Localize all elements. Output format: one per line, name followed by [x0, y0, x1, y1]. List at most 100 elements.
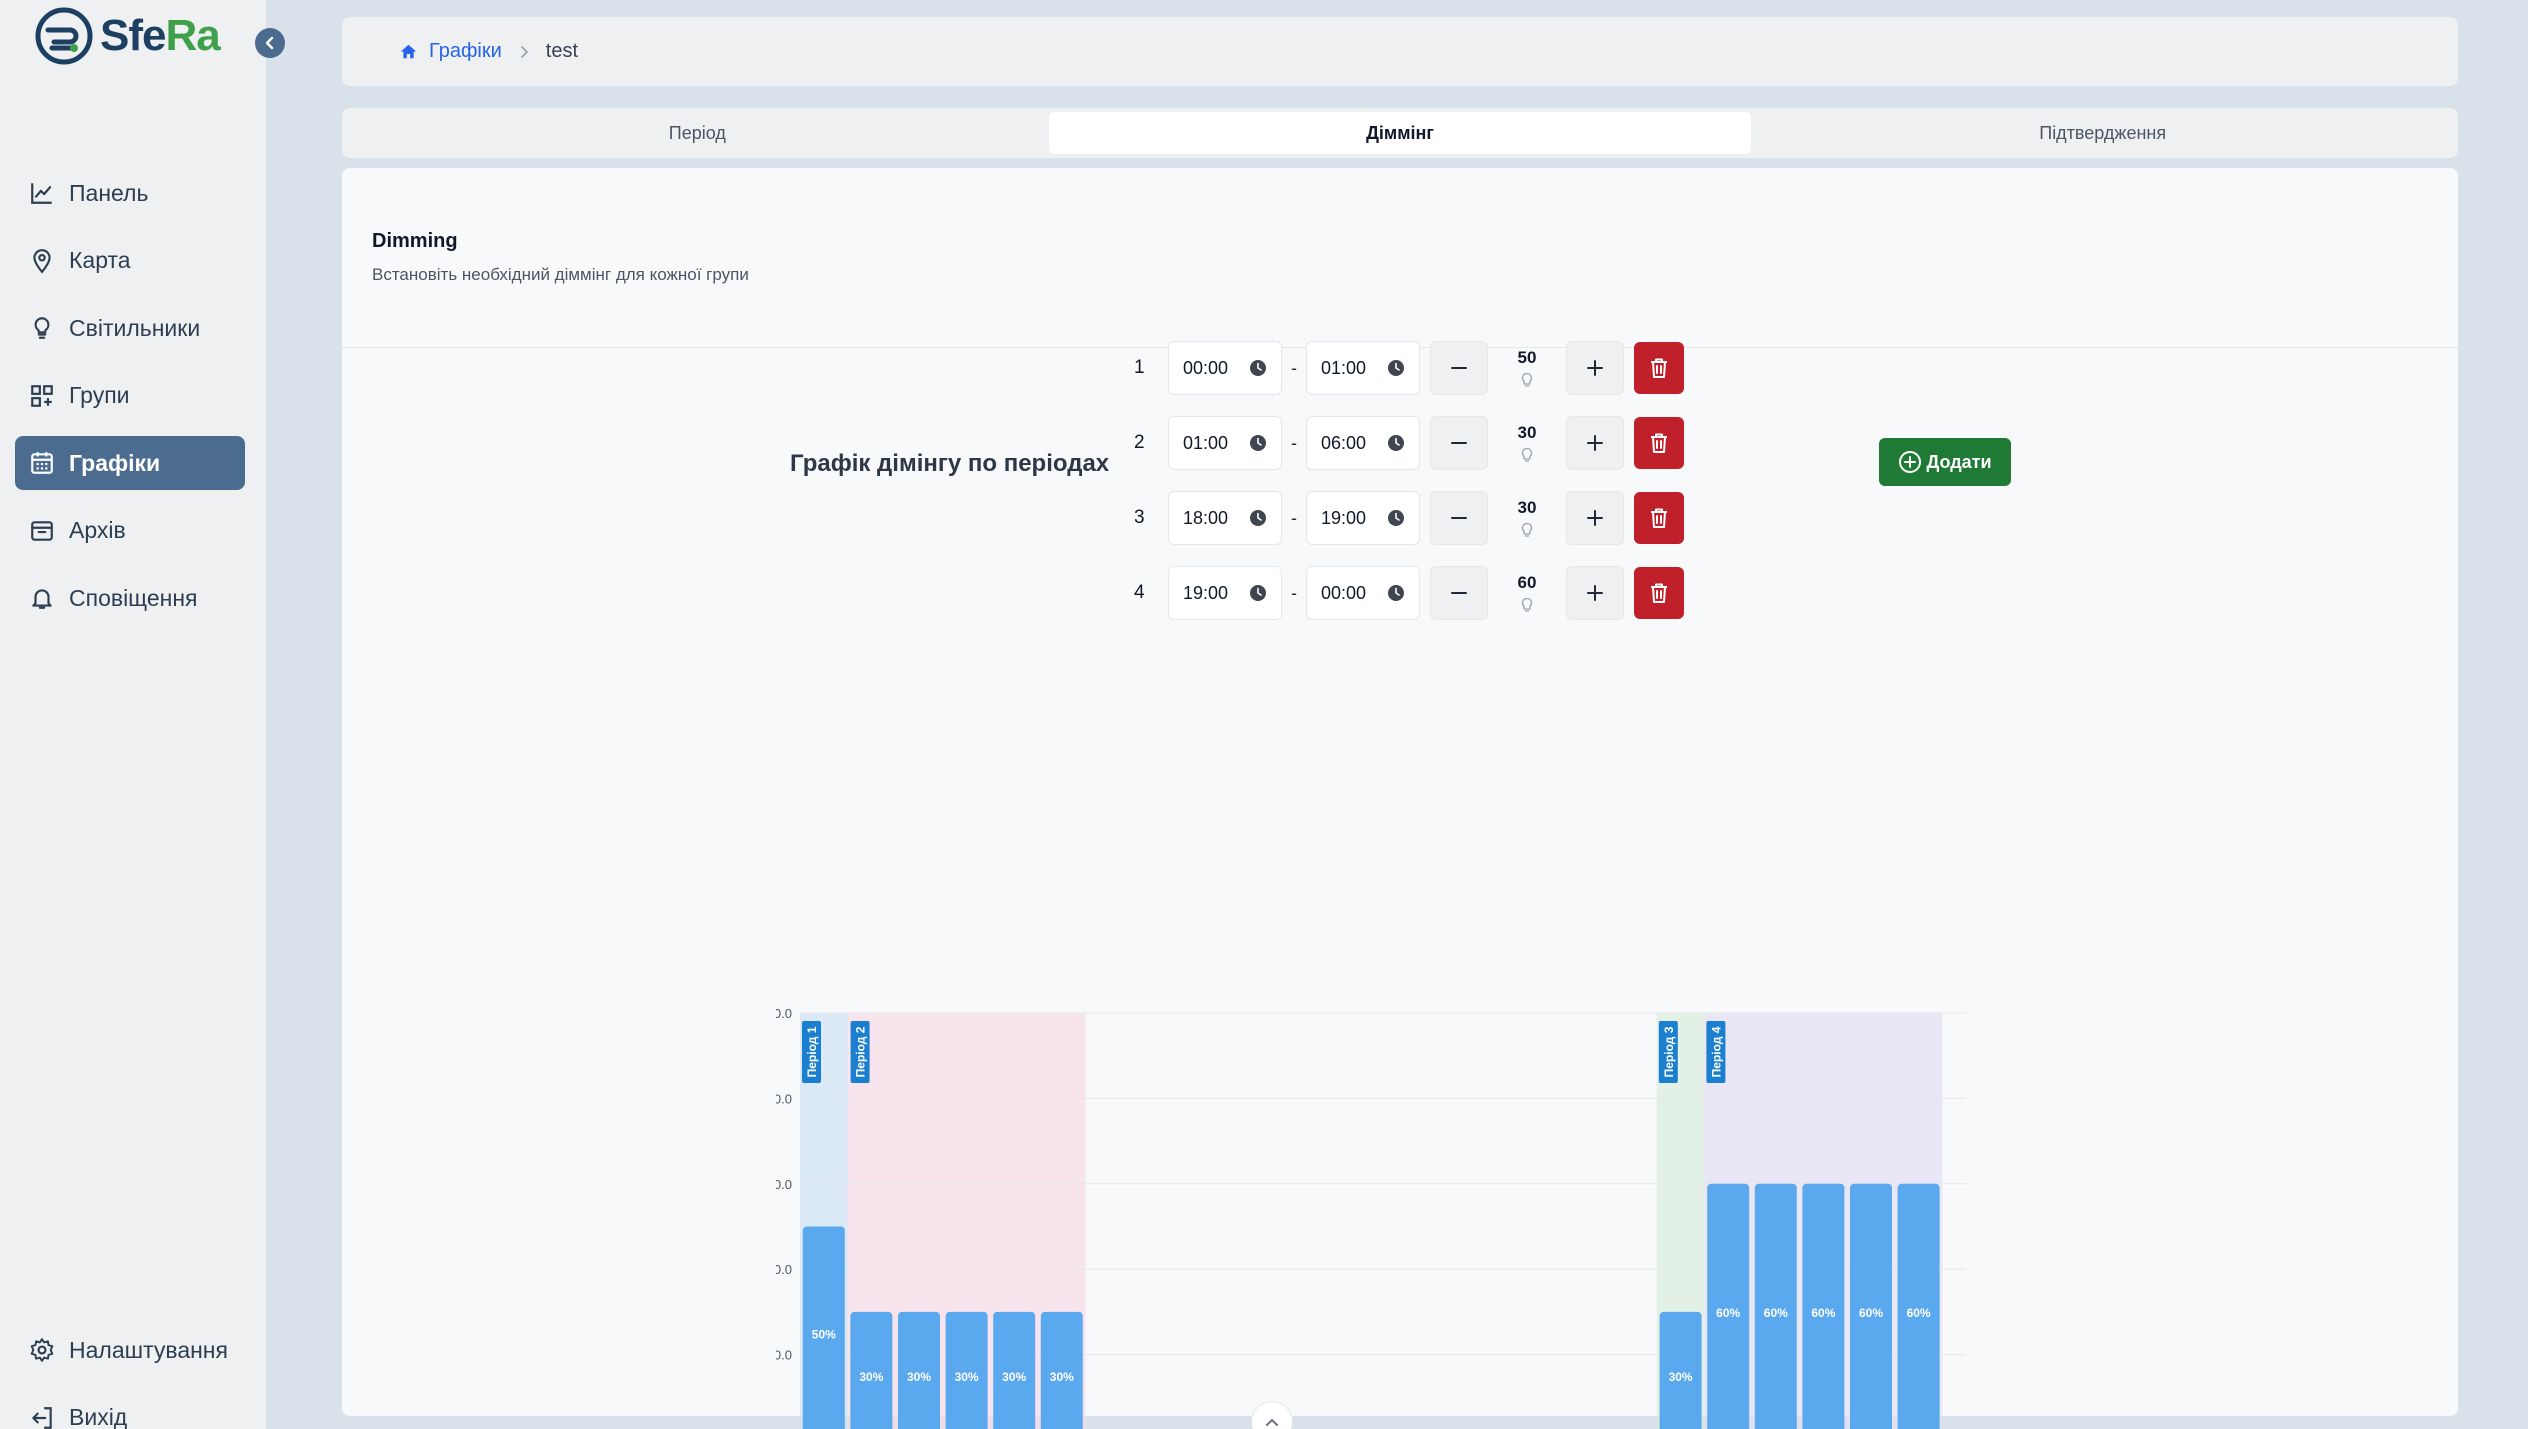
dimming-value-number: 60	[1517, 573, 1537, 592]
plus-icon	[1587, 585, 1603, 601]
plus-icon	[1587, 510, 1603, 526]
period-end-value: 01:00	[1321, 357, 1367, 378]
period-start-input[interactable]: 19:00	[1168, 566, 1282, 620]
y-tick-label: 20.0	[776, 1348, 792, 1363]
sidebar-nav-bottom: Налаштування Вихід	[15, 1323, 245, 1429]
dimming-value-number: 30	[1517, 423, 1537, 442]
period-start-input[interactable]: 18:00	[1168, 491, 1282, 545]
light-level-icon	[1521, 372, 1533, 387]
breadcrumb-home-label: Графіки	[429, 40, 502, 62]
sidebar-item-logout[interactable]: Вихід	[15, 1391, 245, 1429]
increase-button[interactable]	[1566, 416, 1624, 470]
card-subtitle: Встановіть необхідний діммінг для кожної…	[372, 265, 749, 284]
sidebar-item-label: Світильники	[69, 314, 201, 341]
y-tick-label: 100.0	[776, 1006, 792, 1021]
clock-icon	[1250, 435, 1266, 451]
chart-bar	[945, 1311, 988, 1429]
chart-bar	[850, 1311, 893, 1429]
increase-button[interactable]	[1566, 566, 1624, 620]
tab-dimming[interactable]: Діммінг	[1048, 112, 1752, 154]
bar-data-label: 60%	[1859, 1306, 1883, 1320]
period-start-value: 18:00	[1183, 507, 1229, 528]
bar-data-label: 30%	[1669, 1370, 1693, 1384]
clock-icon	[1250, 585, 1266, 601]
decrease-button[interactable]	[1430, 416, 1488, 470]
sidebar-collapse-button[interactable]	[255, 28, 285, 58]
delete-period-button[interactable]	[1634, 417, 1684, 469]
decrease-button[interactable]	[1430, 341, 1488, 395]
clock-icon	[1250, 360, 1266, 376]
period-end-input[interactable]: 06:00	[1306, 416, 1420, 470]
period-start-value: 19:00	[1183, 582, 1229, 603]
bar-data-label: 60%	[1907, 1306, 1931, 1320]
period-start-value: 00:00	[1183, 357, 1229, 378]
sidebar-item-3[interactable]: Групи	[15, 369, 245, 423]
period-flag-label: Період 3	[1662, 1026, 1676, 1077]
sidebar-item-label: Карта	[69, 247, 131, 273]
dimming-card: Dimming Встановіть необхідний діммінг дл…	[342, 168, 2458, 1429]
period-number: 2	[1134, 432, 1145, 453]
breadcrumb-current: test	[545, 40, 579, 62]
sidebar-item-4[interactable]: Графіки	[15, 436, 245, 490]
period-flag	[850, 1021, 870, 1083]
delete-period-button[interactable]	[1634, 492, 1684, 544]
delete-period-button[interactable]	[1634, 567, 1684, 619]
card-title: Dimming	[372, 230, 458, 252]
y-tick-label: 80.0	[776, 1091, 792, 1106]
period-row: 3 18:00 - 19:00 30	[1134, 491, 1684, 545]
period-end-value: 19:00	[1321, 507, 1367, 528]
sidebar-item-2[interactable]: Світильники	[15, 301, 245, 355]
tab-period[interactable]: Період	[668, 122, 726, 143]
increase-button[interactable]	[1566, 491, 1624, 545]
sidebar-item-settings[interactable]: Налаштування	[15, 1323, 245, 1377]
chart-bar	[1802, 1183, 1845, 1429]
period-flag	[802, 1021, 821, 1083]
time-separator: -	[1291, 432, 1297, 453]
decrease-button[interactable]	[1430, 566, 1488, 620]
period-flag-label: Період 4	[1709, 1026, 1723, 1077]
minus-icon	[1451, 592, 1467, 594]
period-end-input[interactable]: 00:00	[1306, 566, 1420, 620]
period-end-input[interactable]: 01:00	[1306, 341, 1420, 395]
period-flag	[1706, 1021, 1726, 1083]
breadcrumb-home-link[interactable]: Графіки	[400, 40, 502, 63]
trash-icon	[1651, 508, 1667, 528]
sidebar-item-label: Архів	[69, 517, 126, 543]
sidebar-item-label: Сповіщення	[69, 584, 198, 611]
sidebar-item-label: Панель	[69, 179, 149, 206]
sidebar-item-0[interactable]: Панель	[15, 166, 245, 220]
clock-icon	[1388, 435, 1404, 451]
bar-data-label: 30%	[859, 1370, 883, 1384]
clock-icon	[1250, 510, 1266, 526]
period-flag	[1658, 1021, 1678, 1083]
brand-name: SfeRa	[100, 11, 221, 61]
delete-period-button[interactable]	[1634, 342, 1684, 394]
chart-bar	[1897, 1183, 1940, 1429]
sidebar-item-1[interactable]: Карта	[15, 234, 245, 288]
wizard-tabs: Період Діммінг Підтвердження	[342, 108, 2458, 158]
period-flag-label: Період 1	[805, 1026, 819, 1077]
increase-button[interactable]	[1566, 341, 1624, 395]
brand-name-ra: Ra	[165, 11, 220, 60]
sidebar-item-label: Вихід	[69, 1404, 128, 1429]
bar-data-label: 30%	[907, 1370, 931, 1384]
sidebar-item-5[interactable]: Архів	[15, 504, 245, 558]
logout-icon	[32, 1406, 52, 1429]
period-end-input[interactable]: 19:00	[1306, 491, 1420, 545]
bar-data-label: 50%	[812, 1327, 836, 1341]
decrease-button[interactable]	[1430, 491, 1488, 545]
clock-icon	[1388, 510, 1404, 526]
add-period-button[interactable]: Додати	[1879, 438, 2011, 486]
sidebar-nav: Панель Карта Світильники Групи Графіки Архів С…	[15, 166, 245, 639]
sidebar-item-6[interactable]: Сповіщення	[15, 571, 245, 625]
period-flag-label: Період 2	[854, 1026, 868, 1077]
brand-logo[interactable]: SfeRa	[34, 4, 221, 68]
home-icon	[400, 44, 417, 59]
tab-confirmation[interactable]: Підтвердження	[2039, 122, 2167, 143]
chart-bar	[1707, 1183, 1750, 1429]
gear-icon	[30, 1338, 54, 1362]
period-start-input[interactable]: 00:00	[1168, 341, 1282, 395]
period-start-input[interactable]: 01:00	[1168, 416, 1282, 470]
period-end-value: 00:00	[1321, 582, 1367, 603]
time-separator: -	[1291, 507, 1297, 528]
